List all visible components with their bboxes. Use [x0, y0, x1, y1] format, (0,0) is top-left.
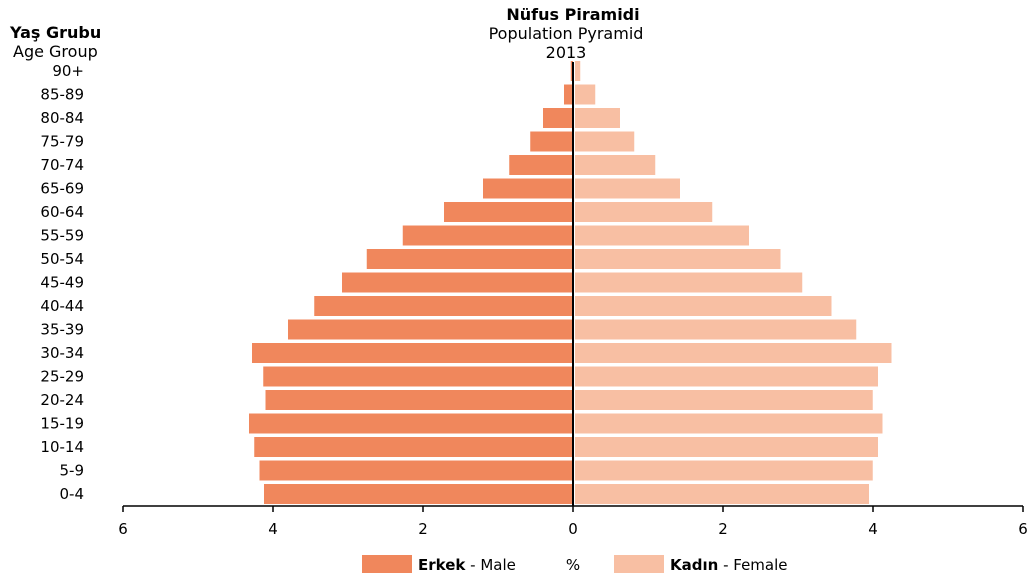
bar-male-65-69 [483, 178, 573, 199]
bar-male-50-54 [366, 249, 573, 269]
bar-male-0-4 [264, 484, 573, 504]
x-tick-label-0: 6 [118, 520, 128, 538]
bar-male-55-59 [402, 225, 573, 246]
bar-female-45-49 [575, 272, 803, 293]
bar-female-50-54 [575, 249, 781, 269]
bar-female-20-24 [575, 390, 873, 410]
bar-male-70-74 [509, 155, 573, 175]
legend: Erkek - Male % Kadın - Female [362, 555, 788, 574]
bar-male-15-19 [249, 413, 573, 434]
bar-female-80-84 [575, 108, 620, 128]
legend-label-female: Kadın - Female [670, 556, 788, 574]
bar-female-60-64 [575, 202, 713, 222]
y-tick-label-45-49: 45-49 [40, 274, 84, 292]
legend-label-male: Erkek - Male [418, 556, 516, 574]
bar-male-5-9 [259, 460, 573, 481]
bar-female-0-4 [575, 484, 869, 504]
chart-year: 2013 [546, 43, 587, 62]
chart-title: Nüfus Piramidi [506, 5, 639, 24]
y-tick-label-10-14: 10-14 [40, 438, 84, 456]
bar-male-25-29 [263, 366, 573, 387]
bar-female-30-34 [575, 343, 892, 363]
x-tick-label-5: 4 [868, 520, 878, 538]
x-tick-label-6: 6 [1018, 520, 1028, 538]
y-tick-label-5-9: 5-9 [60, 462, 85, 480]
y-tick-label-65-69: 65-69 [40, 180, 84, 198]
y-axis-title-en: Age Group [13, 42, 98, 61]
y-tick-label-15-19: 15-19 [40, 415, 84, 433]
bar-female-15-19 [575, 413, 883, 434]
bar-male-10-14 [254, 437, 573, 457]
legend-swatch-male [362, 555, 412, 573]
x-tick-label-1: 4 [268, 520, 278, 538]
bar-female-25-29 [575, 366, 878, 387]
y-tick-label-80-84: 80-84 [40, 109, 84, 127]
bar-female-10-14 [575, 437, 878, 457]
y-tick-label-55-59: 55-59 [40, 227, 84, 245]
y-tick-label-75-79: 75-79 [40, 133, 84, 151]
y-tick-label-30-34: 30-34 [40, 344, 84, 362]
y-tick-label-60-64: 60-64 [40, 203, 84, 221]
bars-group [249, 61, 892, 504]
y-tick-label-50-54: 50-54 [40, 250, 84, 268]
y-tick-labels: 0-4 5-9 10-14 15-19 20-24 25-29 30-34 35-39 40-4… [40, 62, 84, 503]
chart-subtitle: Population Pyramid [489, 24, 644, 43]
y-tick-label-0-4: 0-4 [60, 485, 85, 503]
y-tick-label-90+: 90+ [52, 62, 84, 80]
bar-female-55-59 [575, 225, 749, 246]
bar-female-35-39 [575, 319, 857, 340]
y-tick-label-35-39: 35-39 [40, 321, 84, 339]
bar-female-40-44 [575, 296, 832, 316]
bar-male-45-49 [342, 272, 573, 293]
x-tick-label-2: 2 [418, 520, 428, 538]
bar-female-90+ [575, 61, 581, 81]
bar-male-40-44 [314, 296, 573, 316]
legend-unit-label: % [566, 556, 580, 574]
bar-male-90+ [570, 61, 573, 81]
bar-male-75-79 [530, 131, 573, 152]
y-tick-label-25-29: 25-29 [40, 368, 84, 386]
y-tick-label-40-44: 40-44 [40, 297, 84, 315]
bar-male-60-64 [444, 202, 573, 222]
legend-swatch-female [614, 555, 664, 573]
bar-female-70-74 [575, 155, 656, 175]
axes-group [122, 62, 1024, 512]
y-tick-label-70-74: 70-74 [40, 156, 84, 174]
y-tick-label-85-89: 85-89 [40, 86, 84, 104]
y-axis-title-tr: Yaş Grubu [9, 23, 101, 42]
bar-male-85-89 [564, 84, 573, 105]
bar-male-30-34 [252, 343, 573, 363]
bar-male-20-24 [265, 390, 573, 410]
x-tick-label-4: 2 [718, 520, 728, 538]
x-tick-labels: 6 4 2 0 2 4 6 [118, 520, 1028, 538]
bar-male-35-39 [288, 319, 573, 340]
bar-female-65-69 [575, 178, 680, 199]
bar-female-75-79 [575, 131, 635, 152]
bar-male-80-84 [543, 108, 573, 128]
y-tick-label-20-24: 20-24 [40, 391, 84, 409]
x-tick-label-3: 0 [568, 520, 578, 538]
bar-female-85-89 [575, 84, 596, 105]
bar-female-5-9 [575, 460, 873, 481]
